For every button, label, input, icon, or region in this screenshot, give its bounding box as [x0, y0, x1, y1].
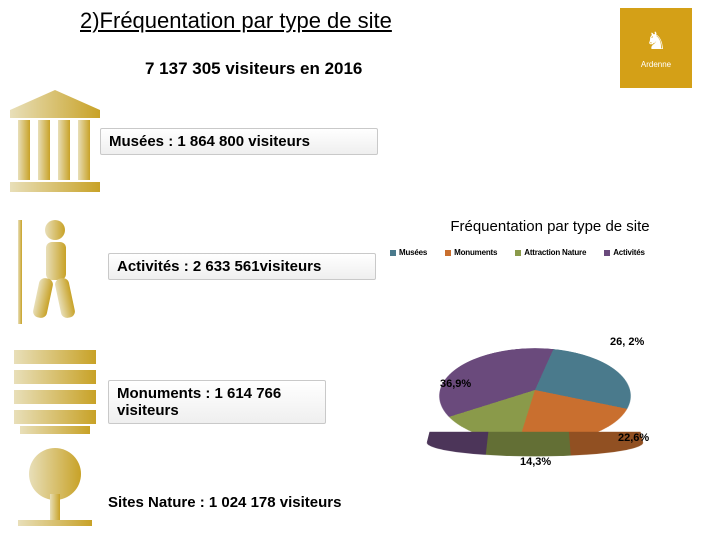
chart-title: Fréquentation par type de site — [400, 218, 700, 235]
row-monuments: Monuments : 1 614 766 visiteurs — [108, 380, 326, 424]
slice-label: 36,9% — [440, 378, 471, 390]
slice-label: 26, 2% — [610, 336, 644, 348]
row-nature: Sites Nature : 1 024 178 visiteurs — [100, 490, 386, 515]
logo-icon: ♞ — [645, 27, 667, 56]
logo-text: Ardenne — [641, 60, 671, 69]
background-icon-strip — [0, 0, 110, 540]
slice-label: 14,3% — [520, 456, 551, 468]
legend-item: Musées — [390, 248, 427, 257]
slice-label: 22,6% — [618, 432, 649, 444]
subtitle: 7 137 305 visiteurs en 2016 — [145, 58, 365, 79]
row-activities: Activités : 2 633 561visiteurs — [108, 253, 376, 280]
legend-item: Monuments — [445, 248, 497, 257]
legend-item: Attraction Nature — [515, 248, 586, 257]
page-title: 2)Fréquentation par type de site — [80, 8, 392, 34]
chart-legend: Musées Monuments Attraction Nature Activ… — [390, 248, 710, 257]
row-museums: Musées : 1 864 800 visiteurs — [100, 128, 378, 155]
legend-item: Activités — [604, 248, 645, 257]
brand-logo: ♞ Ardenne — [620, 8, 692, 88]
